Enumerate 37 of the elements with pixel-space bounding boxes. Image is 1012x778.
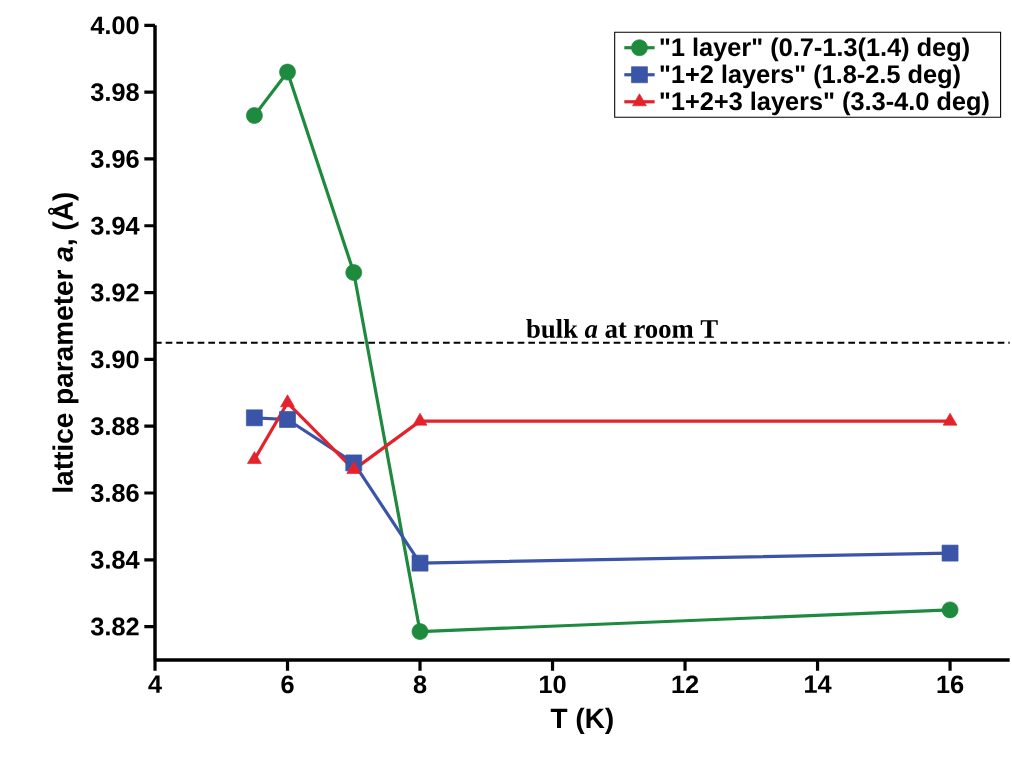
x-tick-label: 6 [281, 675, 294, 694]
y-tick-label: 3.82 [90, 617, 139, 636]
x-axis-title: T (K) [550, 707, 613, 734]
x-tick-label: 12 [672, 675, 699, 694]
y-tick-label: 3.96 [90, 149, 139, 168]
ref-line-label: bulk a at room T [526, 319, 718, 338]
x-tick-label: 14 [805, 675, 832, 693]
legend-label: "1 layer" (0.7-1.3(1.4) deg) [660, 37, 969, 62]
point [412, 412, 428, 426]
x-tick-label: 16 [937, 675, 964, 694]
y-axis-title: lattice parameter a, (Å) [47, 193, 79, 492]
point [411, 623, 429, 640]
point [279, 411, 296, 428]
y-tick-label: 3.98 [90, 83, 139, 102]
legend-label: "1+2 layers" (1.8-2.5 deg) [660, 64, 960, 89]
point [345, 264, 363, 281]
y-tick-label: 4.00 [90, 16, 139, 35]
point [279, 63, 296, 81]
point [246, 107, 263, 124]
y-tick-label: 3.84 [90, 550, 140, 569]
point [346, 461, 362, 474]
point [280, 394, 295, 408]
point [246, 409, 263, 427]
y-tick-label: 3.94 [90, 216, 140, 235]
x-tick-label: 8 [413, 675, 427, 694]
point [941, 544, 959, 562]
x-tick-label: 10 [540, 675, 566, 694]
y-tick-label: 3.86 [90, 483, 139, 502]
y-tick-label: 3.90 [90, 350, 139, 369]
x-tick-label: 4 [148, 675, 162, 693]
point [411, 554, 429, 572]
y-tick-label: 3.88 [90, 417, 139, 436]
y-tick-label: 3.92 [90, 283, 139, 302]
point [942, 412, 958, 426]
legend-label: "1+2+3 layers" (3.3-4.0 deg) [660, 91, 989, 116]
point [941, 601, 959, 619]
point [247, 451, 262, 464]
